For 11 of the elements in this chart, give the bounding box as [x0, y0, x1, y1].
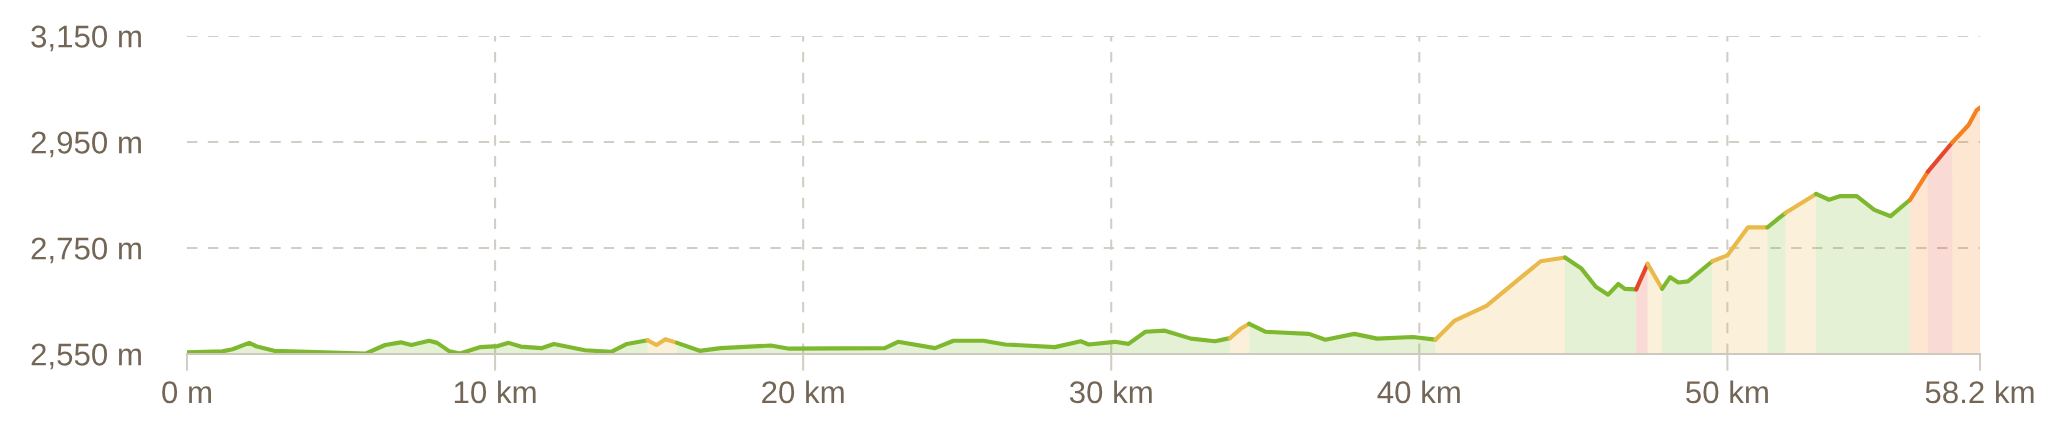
x-tick-label: 30 km — [1069, 380, 1152, 404]
y-tick-label: 2,750 m — [31, 237, 141, 264]
y-tick-label: 3,150 m — [31, 25, 141, 52]
x-tick-label: 58.2 km — [1925, 380, 2034, 404]
x-tick-label: 20 km — [762, 380, 844, 404]
x-tick-label: 50 km — [1686, 380, 1768, 404]
x-tick-label: 40 km — [1377, 380, 1460, 404]
x-tick-label: 0 m — [162, 381, 211, 404]
y-tick-label: 2,950 m — [31, 131, 141, 158]
y-tick-label: 2,550 m — [31, 343, 141, 370]
x-tick-label: 10 km — [454, 380, 536, 404]
